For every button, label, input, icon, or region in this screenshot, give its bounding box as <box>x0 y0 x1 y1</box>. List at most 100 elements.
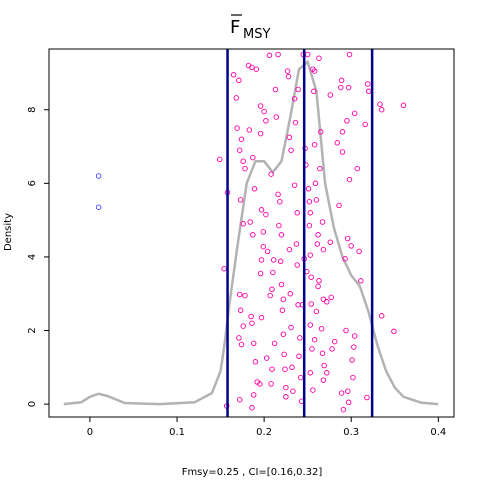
data-point <box>230 72 237 78</box>
data-point <box>288 324 294 331</box>
data-point <box>327 92 334 98</box>
data-point <box>344 118 350 124</box>
data-point <box>365 81 371 87</box>
data-point <box>309 346 315 352</box>
data-point <box>334 140 341 146</box>
data-point <box>313 197 320 203</box>
data-point <box>378 313 385 319</box>
data-point <box>329 346 335 352</box>
data-point <box>278 281 285 288</box>
data-point <box>294 262 300 268</box>
y-axis: 0 2 4 6 8 <box>27 107 49 407</box>
y-tick-label: 0 <box>27 401 38 407</box>
data-point <box>308 274 314 280</box>
data-point <box>319 350 326 357</box>
data-point <box>278 232 285 238</box>
data-point <box>249 320 255 326</box>
data-point <box>338 77 345 84</box>
data-point <box>246 127 253 133</box>
data-point <box>307 252 314 258</box>
data-point <box>319 219 326 225</box>
data-point <box>284 68 291 74</box>
data-point <box>260 229 267 235</box>
data-point <box>354 165 361 172</box>
data-point <box>236 396 243 403</box>
data-point <box>316 55 322 61</box>
data-point <box>283 384 289 391</box>
data-point <box>285 73 292 80</box>
data-point <box>338 84 344 91</box>
data-point <box>257 381 263 387</box>
chart-title: F MSY <box>230 14 270 42</box>
data-point <box>307 210 314 216</box>
x-tick-label: 0.1 <box>169 427 185 438</box>
data-point <box>277 198 283 205</box>
data-point <box>292 119 299 126</box>
outlier-point <box>95 173 102 179</box>
data-point <box>271 340 278 347</box>
data-point <box>295 86 301 93</box>
data-point <box>287 290 294 297</box>
data-point <box>277 258 284 265</box>
data-point <box>313 308 320 315</box>
outlier-point <box>95 204 102 210</box>
data-point <box>391 328 397 335</box>
data-point <box>257 103 264 109</box>
x-axis-label: Fmsy=0.25 , CI=[0.16,0.32] <box>182 467 323 478</box>
data-point <box>240 221 246 227</box>
data-point <box>327 239 334 245</box>
data-point <box>315 232 321 238</box>
data-point <box>258 257 265 263</box>
data-point <box>362 121 368 128</box>
data-point <box>290 388 296 394</box>
x-tick-label: 0.4 <box>430 427 446 438</box>
data-point <box>238 136 245 142</box>
data-point <box>339 149 346 155</box>
data-point <box>336 202 342 209</box>
data-point <box>260 243 267 250</box>
data-point <box>315 283 321 290</box>
data-point <box>345 84 352 91</box>
data-point <box>253 66 260 72</box>
data-point <box>252 359 259 365</box>
data-point <box>267 292 273 299</box>
data-point <box>291 182 298 188</box>
data-point <box>321 362 327 369</box>
data-point <box>342 256 348 262</box>
data-point <box>250 340 257 347</box>
x-tick-label: 0.2 <box>256 427 272 438</box>
data-point <box>348 243 354 249</box>
data-point <box>306 222 313 229</box>
data-point <box>316 278 322 284</box>
data-point <box>266 52 273 59</box>
data-point <box>258 314 265 321</box>
data-point <box>247 219 253 225</box>
data-point <box>288 147 294 153</box>
data-point <box>236 291 243 298</box>
data-point <box>269 366 275 372</box>
y-axis-label: Density <box>3 213 14 251</box>
data-point <box>318 325 325 332</box>
y-tick-label: 8 <box>27 107 38 113</box>
data-point <box>317 129 324 135</box>
y-tick-label: 2 <box>27 327 38 333</box>
ci-lines-layer <box>226 49 374 417</box>
chart-title-main: F <box>230 17 240 38</box>
data-point <box>273 114 280 120</box>
data-point <box>345 399 352 406</box>
data-point <box>233 95 240 101</box>
y-tick-label: 4 <box>27 254 38 260</box>
data-point <box>236 77 242 84</box>
data-point <box>270 269 276 276</box>
data-point <box>251 186 258 192</box>
data-point <box>263 211 269 218</box>
y-tick-label: 6 <box>27 180 38 186</box>
data-point <box>291 95 298 102</box>
data-point <box>279 307 286 314</box>
data-point <box>311 68 318 74</box>
data-point <box>240 158 246 164</box>
data-point <box>365 88 372 95</box>
data-point <box>344 388 351 394</box>
data-point <box>249 405 255 411</box>
